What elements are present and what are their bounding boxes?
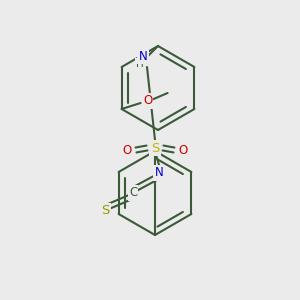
Text: N: N [139, 50, 147, 62]
Text: O: O [178, 143, 188, 157]
Text: N: N [154, 167, 164, 179]
Text: O: O [122, 143, 132, 157]
Text: S: S [101, 205, 109, 218]
Text: H: H [136, 59, 144, 69]
Text: S: S [151, 142, 159, 154]
Text: C: C [129, 187, 137, 200]
Text: O: O [143, 94, 152, 107]
